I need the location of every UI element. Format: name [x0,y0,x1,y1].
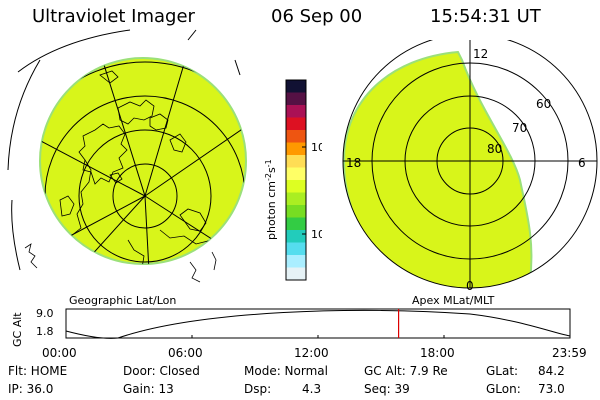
colorbar-frame [285,79,307,281]
orbit-x-label-0000: 00:00 [42,346,77,360]
mode-status: Mode: Normal [244,364,328,378]
mlt-label-0: 0 [466,279,474,293]
orbit-x-label-2359: 23:59 [552,346,587,360]
colorbar-segment [286,267,306,281]
glon-label: GLon: [486,382,521,396]
apex-grid [342,40,598,289]
gain-value: Gain: 13 [123,382,174,396]
colorbar-segment [286,130,306,143]
colorbar: photon cm-2s-1 100 10 [264,79,322,281]
geographic-map [7,29,247,283]
image-time: 15:54:31 UT [430,6,541,27]
mlat-label-80: 80 [487,142,502,156]
colorbar-label-10: 10 [311,228,322,241]
apex-caption: Apex MLat/MLT [412,294,495,307]
orbit-frame [65,308,571,339]
colorbar-segment [286,255,306,268]
colorbar-segment [286,167,306,181]
orbit-plot: GC Alt 9.0 1.8 00:00 06:00 12:00 18:00 2… [11,307,587,360]
apex-polar-plot: 12 18 6 0 60 70 80 [342,40,598,293]
colorbar-segment [286,230,306,243]
colorbar-segment [286,117,306,131]
sequence-number: Seq: 39 [364,382,410,396]
colorbar-segment [286,142,306,156]
dsp-label: Dsp: [244,382,272,396]
mlt-label-18: 18 [346,156,361,170]
outer-grid-arcs [7,29,241,271]
glon-value: 73.0 [538,382,565,396]
mlt-label-6: 6 [578,156,586,170]
colorbar-segment [286,92,306,106]
colorbar-segment [286,242,306,256]
geo-disk [39,57,247,265]
orbit-x-label-0600: 06:00 [168,346,203,360]
orbit-y-label-min: 1.8 [36,325,54,338]
orbit-altitude-curve [65,309,571,339]
colorbar-segment [286,105,306,118]
colorbar-segment [286,180,306,193]
orbit-axis-label: GC Alt [11,312,24,347]
glat-label: GLat: [486,364,519,378]
orbit-x-label-1200: 12:00 [294,346,329,360]
mlat-label-70: 70 [512,121,527,135]
glat-value: 84.2 [538,364,565,378]
geo-caption: Geographic Lat/Lon [69,294,177,307]
colorbar-segment [286,205,306,218]
colorbar-label-100: 100 [311,141,322,154]
colorbar-segment [286,80,306,93]
ip-value: IP: 36.0 [8,382,54,396]
mlt-label-12: 12 [473,47,488,61]
colorbar-scale [286,80,306,281]
coastlines [59,70,223,264]
mlat-label-60: 60 [536,97,551,111]
dsp-value: 4.3 [302,382,322,396]
colorbar-segment [286,155,306,168]
image-date: 06 Sep 00 [271,6,363,27]
orbit-y-label-max: 9.0 [36,307,54,320]
gc-altitude: GC Alt: 7.9 Re [364,364,448,378]
colorbar-segment [286,192,306,206]
colorbar-unit-label: photon cm-2s-1 [264,159,278,240]
door-status: Door: Closed [123,364,200,378]
colorbar-segment [286,217,306,231]
flight-status: Flt: HOME [8,364,68,378]
orbit-x-label-1800: 18:00 [420,346,455,360]
app-title: Ultraviolet Imager [32,6,195,27]
orbit-ticks [191,335,445,338]
outer-coastlines [24,243,217,283]
